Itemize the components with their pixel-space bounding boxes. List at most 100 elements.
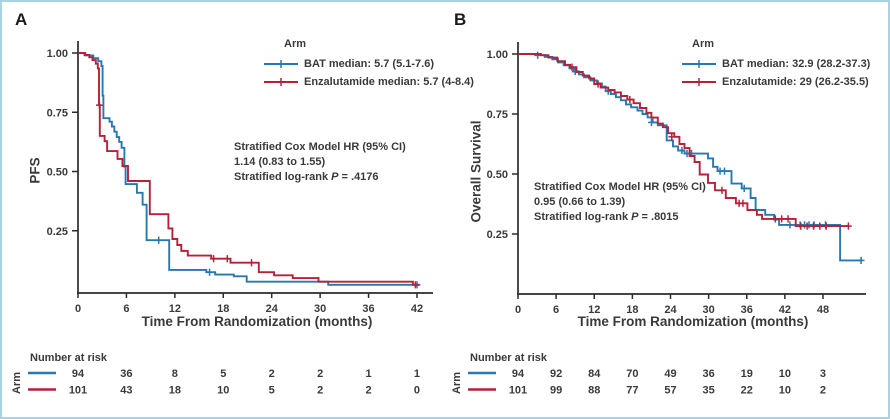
panel-a-risk-arm-label: Arm: [11, 372, 23, 395]
risk-row-enzalutamide: 101 43 18 10 5 2 2 0: [28, 385, 420, 397]
censor-marks-enzalutamide: [568, 63, 852, 230]
risk-count: 101: [69, 385, 87, 397]
y-tick-label: 0.75: [487, 109, 508, 121]
stats-logrank: Stratified log-rank P = .8015: [534, 211, 679, 223]
risk-count: 2: [317, 368, 323, 380]
risk-count: 77: [626, 385, 638, 397]
panel-b-plot: 1.00 0.75 0.50 0.25 0 6 12 18 24 30 36 42 48 94 92 84 70…: [468, 42, 866, 397]
stats-logrank: Stratified log-rank P = .4176: [234, 171, 379, 183]
risk-row-bat: 94 92 84 70 49 36 19 10 3: [468, 368, 826, 380]
p-symbol: P: [331, 171, 339, 183]
legend-entry: Enzalutamide: 29 (26.2-35.5): [682, 73, 870, 91]
legend-line-marker-icon: [264, 60, 298, 68]
risk-count: 5: [269, 385, 275, 397]
risk-count: 18: [169, 385, 181, 397]
risk-count: 49: [664, 368, 676, 380]
stats-hr-value: 0.95 (0.66 to 1.39): [534, 196, 626, 208]
y-tick-label: 1.00: [47, 48, 68, 60]
risk-count: 10: [779, 385, 791, 397]
risk-count: 2: [820, 385, 826, 397]
x-tick-label: 30: [702, 304, 714, 316]
risk-count: 1: [365, 368, 371, 380]
y-tick-label: 0.25: [487, 229, 508, 241]
risk-count: 10: [779, 368, 791, 380]
legend-line-marker-icon: [682, 78, 716, 86]
legend-entries: BAT median: 32.9 (28.2-37.3) Enzalutamide…: [682, 55, 870, 91]
stats-hr-header: Stratified Cox Model HR (95% CI): [534, 181, 706, 193]
panel-a-x-axis-title: Time From Randomization (months): [141, 314, 373, 329]
risk-count: 36: [702, 368, 714, 380]
y-tick-label: 1.00: [487, 49, 508, 61]
risk-count: 94: [512, 368, 525, 380]
risk-row-bat: 94 36 8 5 2 2 1 1: [28, 368, 420, 380]
legend-entry-label: BAT median: 5.7 (5.1-7.6): [304, 58, 434, 70]
x-tick-label: 24: [664, 304, 677, 316]
risk-count: 92: [550, 368, 562, 380]
x-tick-label: 12: [169, 303, 181, 315]
censor-marks-enzalutamide: [95, 101, 419, 289]
panel-b-y-axis-title: Overall Survival: [468, 120, 484, 223]
risk-count: 0: [414, 385, 420, 397]
x-tick-label: 36: [362, 303, 374, 315]
legend-line-marker-icon: [264, 78, 298, 86]
panel-a-y-axis-title: PFS: [27, 157, 43, 184]
risk-count: 8: [172, 368, 178, 380]
risk-count: 84: [588, 368, 601, 380]
risk-count: 10: [217, 385, 229, 397]
risk-count: 88: [588, 385, 600, 397]
stats-hr-header: Stratified Cox Model HR (95% CI): [234, 141, 406, 153]
x-tick-label: 12: [588, 304, 600, 316]
panel-b-x-axis-title: Time From Randomization (months): [577, 314, 809, 329]
km-curve-bat: [78, 52, 420, 286]
legend-title: Arm: [692, 38, 715, 50]
risk-count: 5: [220, 368, 226, 380]
panel-a-label: A: [15, 10, 28, 29]
legend-entry: BAT median: 5.7 (5.1-7.6): [264, 55, 474, 73]
risk-count: 43: [120, 385, 132, 397]
risk-count: 1: [414, 368, 420, 380]
risk-count: 99: [550, 385, 562, 397]
panel-b-risk-arm-label: Arm: [451, 372, 463, 395]
risk-count: 70: [626, 368, 638, 380]
censor-marks-bat: [155, 236, 421, 289]
x-tick-label: 0: [75, 303, 81, 315]
x-tick-label: 42: [411, 303, 423, 315]
risk-count: 35: [702, 385, 714, 397]
legend-entry: Enzalutamide median: 5.7 (4-8.4): [264, 73, 474, 91]
y-tick-label: 0.75: [47, 107, 68, 119]
x-tick-label: 30: [314, 303, 326, 315]
risk-count: 57: [664, 385, 676, 397]
x-tick-label: 24: [266, 303, 279, 315]
x-tick-label: 18: [626, 304, 638, 316]
x-tick-label: 18: [217, 303, 229, 315]
panel-a-legend: Arm BAT median: 5.7 (5.1-7.6) Enzalutamid…: [264, 38, 474, 91]
y-tick-label: 0.50: [487, 169, 508, 181]
risk-count: 19: [741, 368, 753, 380]
risk-row-enzalutamide: 101 99 88 77 57 35 22 10 2: [468, 385, 826, 397]
x-tick-label: 0: [515, 304, 521, 316]
risk-count: 2: [317, 385, 323, 397]
legend-entry-label: Enzalutamide median: 5.7 (4-8.4): [304, 76, 474, 88]
risk-count: 36: [120, 368, 132, 380]
panel-b-label: B: [454, 10, 467, 29]
x-tick-label: 48: [817, 304, 829, 316]
panel-b-risk-title: Number at risk: [470, 352, 548, 364]
legend-entry-label: Enzalutamide: 29 (26.2-35.5): [722, 76, 869, 88]
risk-count: 2: [365, 385, 371, 397]
km-curve-enzalutamide: [518, 53, 849, 228]
risk-count: 3: [820, 368, 826, 380]
risk-count: 101: [509, 385, 527, 397]
p-symbol: P: [631, 211, 639, 223]
x-tick-label: 6: [553, 304, 559, 316]
legend-entry: BAT median: 32.9 (28.2-37.3): [682, 55, 870, 73]
x-tick-label: 6: [123, 303, 129, 315]
panel-a-stats: Stratified Cox Model HR (95% CI) 1.14 (0…: [234, 140, 406, 185]
panel-b-stats: Stratified Cox Model HR (95% CI) 0.95 (0…: [534, 180, 706, 225]
legend-entry-label: BAT median: 32.9 (28.2-37.3): [722, 58, 871, 70]
km-curve-enzalutamide: [78, 52, 420, 286]
stats-hr-value: 1.14 (0.83 to 1.55): [234, 156, 326, 168]
x-tick-label: 36: [741, 304, 753, 316]
